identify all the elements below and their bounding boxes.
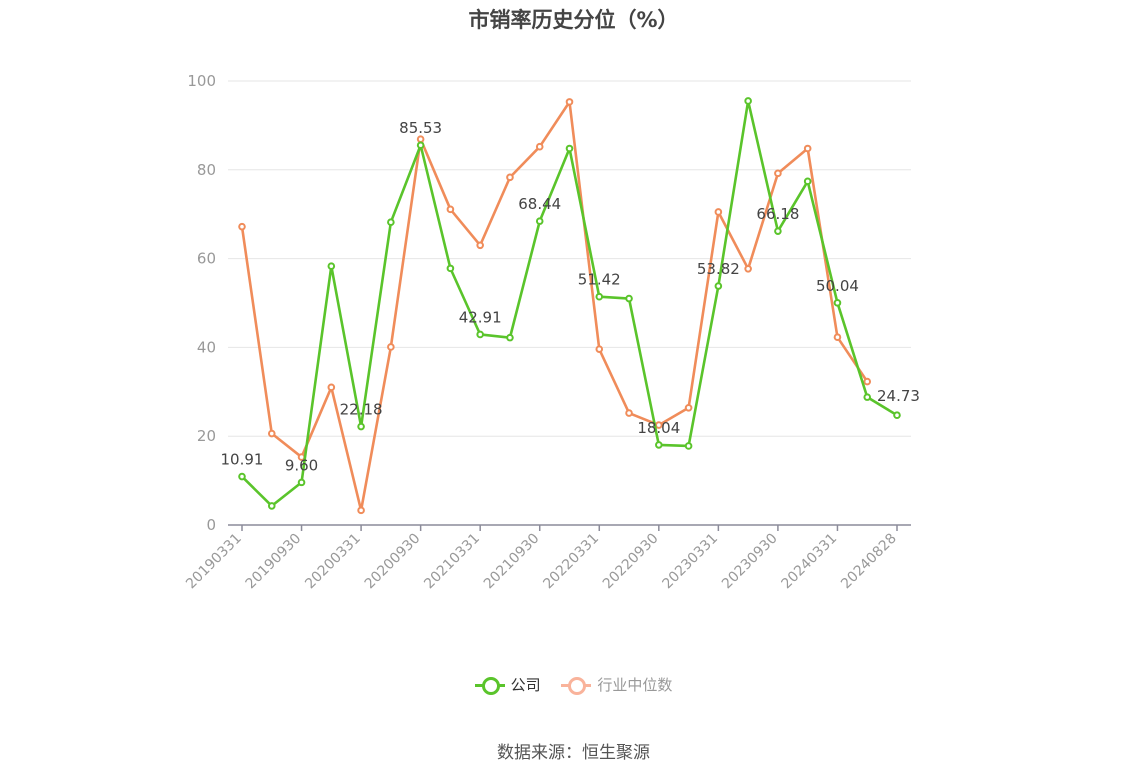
legend-item-industry-median[interactable]: 行业中位数 — [561, 674, 672, 695]
company-data-point — [893, 411, 901, 419]
industry-median-data-point — [565, 98, 574, 106]
x-tick-label: 20220930 — [600, 531, 662, 593]
industry-median-data-point — [774, 169, 782, 178]
company-data-point — [238, 472, 246, 481]
x-tick-label: 20200930 — [362, 531, 424, 593]
legend-label-industry-median: 行业中位数 — [597, 676, 673, 694]
company-data-point — [476, 330, 484, 339]
x-tick-label: 20200331 — [302, 531, 364, 593]
industry-median-data-point — [238, 222, 246, 231]
industry-median-data-point — [476, 241, 484, 250]
company-data-point — [625, 294, 633, 303]
industry-median-series-line — [240, 100, 869, 512]
x-tick-label: 20230331 — [659, 531, 721, 593]
industry-median-data-point — [684, 403, 693, 412]
industry-median-data-point — [446, 205, 455, 214]
industry-median-data-point — [744, 265, 752, 273]
legend-item-company[interactable]: 公司 — [474, 674, 541, 695]
data-label: 51.42 — [578, 271, 621, 289]
x-tick-label: 20210331 — [421, 531, 483, 593]
data-label: 85.53 — [399, 119, 442, 137]
company-data-point — [387, 218, 395, 226]
company-data-point — [744, 97, 752, 105]
x-tick-label: 20190331 — [183, 531, 245, 593]
industry-median-data-point — [357, 506, 365, 515]
data-label: 42.91 — [459, 308, 502, 326]
chart-legend: 公司 行业中位数 — [0, 674, 1147, 699]
company-data-point — [535, 217, 544, 225]
data-label: 22.18 — [340, 401, 383, 419]
industry-median-data-point — [833, 333, 842, 341]
y-tick-label: 40 — [197, 338, 216, 356]
company-data-point — [297, 478, 306, 487]
company-data-point — [506, 333, 514, 342]
company-data-point — [714, 282, 723, 290]
industry-median-data-point — [595, 345, 604, 353]
industry-median-data-point — [625, 409, 633, 417]
company-data-point — [833, 299, 842, 307]
company-data-point — [357, 422, 365, 431]
data-source: 数据来源：恒生聚源 — [497, 743, 650, 763]
x-tick-label: 20210930 — [481, 531, 543, 593]
company-data-point — [774, 227, 782, 235]
x-tick-label: 20220331 — [540, 531, 602, 593]
industry-median-data-point — [506, 173, 514, 182]
data-label: 9.60 — [285, 456, 318, 474]
company-data-point — [267, 502, 276, 510]
y-tick-label: 80 — [197, 161, 216, 179]
legend-marker-icon — [561, 675, 592, 695]
x-tick-label: 20230930 — [719, 531, 781, 593]
data-label: 18.04 — [637, 419, 680, 437]
chart-title: 市销率历史分位（%） — [468, 8, 679, 32]
industry-median-data-point — [387, 343, 395, 351]
company-data-point — [327, 262, 336, 270]
company-data-point — [595, 292, 604, 301]
industry-median-data-point — [535, 142, 544, 151]
data-label: 68.44 — [518, 195, 561, 213]
y-tick-label: 20 — [197, 427, 216, 445]
legend-marker-icon — [474, 675, 505, 695]
industry-median-data-point — [714, 208, 723, 216]
legend-label-company: 公司 — [510, 676, 541, 694]
company-data-point — [416, 141, 425, 150]
company-data-point — [655, 441, 663, 449]
company-data-point — [684, 442, 693, 450]
data-label: 24.73 — [877, 387, 920, 405]
data-label: 10.91 — [221, 451, 264, 469]
industry-median-data-point — [327, 383, 336, 392]
data-label: 50.04 — [816, 277, 859, 295]
company-data-point — [803, 177, 812, 186]
company-data-point — [863, 393, 872, 401]
x-tick-label: 20240828 — [838, 531, 900, 593]
data-label: 53.82 — [697, 260, 740, 278]
industry-median-data-point — [803, 144, 812, 153]
company-data-point — [446, 264, 455, 273]
y-tick-label: 60 — [197, 250, 216, 268]
industry-median-data-point — [863, 377, 872, 386]
x-tick-label: 20240331 — [779, 531, 841, 593]
y-tick-label: 100 — [187, 72, 216, 90]
company-data-point — [565, 144, 574, 153]
company-series-line — [241, 99, 898, 508]
y-tick-label: 0 — [206, 516, 216, 534]
industry-median-data-point — [267, 429, 276, 438]
x-tick-label: 20190930 — [243, 531, 305, 593]
data-label: 66.18 — [756, 205, 799, 223]
